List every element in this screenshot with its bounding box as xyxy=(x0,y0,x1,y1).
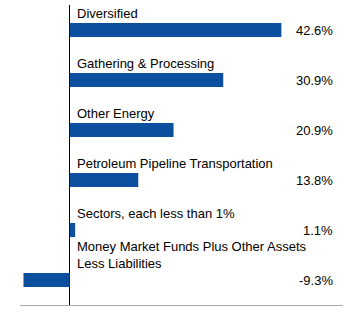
svg-text:Diversified: Diversified xyxy=(77,6,138,21)
svg-text:Sectors, each less than 1%: Sectors, each less than 1% xyxy=(77,206,235,221)
svg-text:42.6%: 42.6% xyxy=(296,23,333,38)
svg-text:Gathering & Processing: Gathering & Processing xyxy=(77,56,214,71)
svg-text:1.1%: 1.1% xyxy=(303,223,333,238)
svg-text:-9.3%: -9.3% xyxy=(299,273,333,288)
svg-text:Petroleum Pipeline Transportat: Petroleum Pipeline Transportation xyxy=(77,156,273,171)
svg-text:13.8%: 13.8% xyxy=(296,173,333,188)
svg-text:Other Energy: Other Energy xyxy=(77,106,155,121)
svg-text:Money Market Funds Plus Other: Money Market Funds Plus Other AssetsLess… xyxy=(77,239,307,271)
svg-text:30.9%: 30.9% xyxy=(296,73,333,88)
svg-text:20.9%: 20.9% xyxy=(296,123,333,138)
